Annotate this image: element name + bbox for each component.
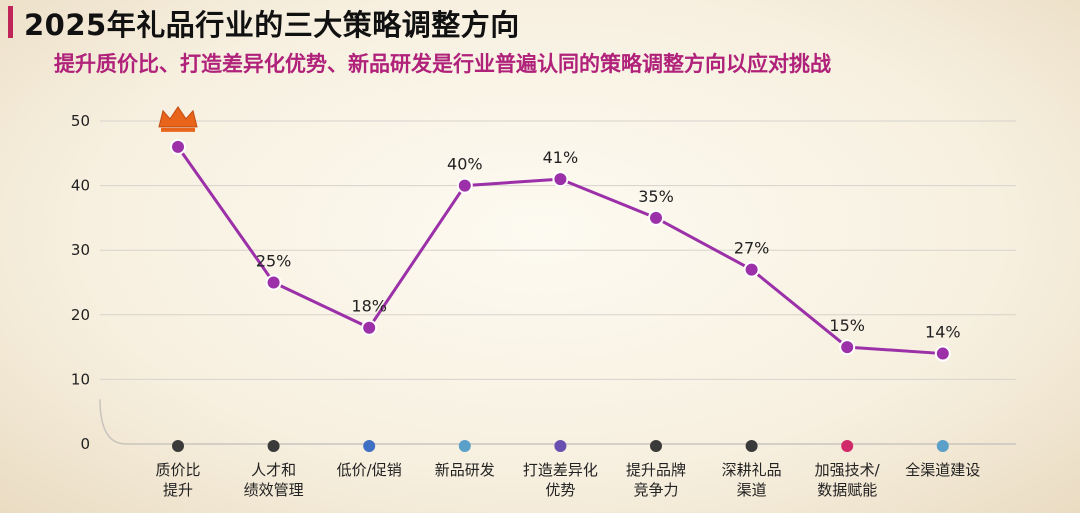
crown-base — [161, 127, 195, 132]
x-tick-label: 质价比 — [155, 461, 200, 479]
category-dot — [650, 440, 662, 452]
y-tick-label: 0 — [80, 435, 90, 453]
category-dot — [458, 440, 471, 452]
title-accent-bar — [8, 6, 13, 38]
data-label: 14% — [925, 323, 961, 342]
data-point — [170, 138, 186, 155]
y-tick-label: 50 — [71, 112, 90, 130]
x-tick-label: 提升品牌 — [626, 461, 686, 479]
x-tick-label: 数据赋能 — [817, 481, 877, 499]
data-point — [839, 339, 856, 356]
data-point — [456, 177, 473, 194]
page-subtitle: 提升质价比、打造差异化优势、新品研发是行业普遍认同的策略调整方向以应对挑战 — [54, 52, 831, 76]
x-tick-label: 打造差异化 — [523, 461, 598, 479]
x-tick-label: 新品研发 — [435, 461, 495, 479]
category-dot — [267, 440, 280, 452]
data-label: 15% — [829, 316, 865, 335]
category-dot — [841, 440, 854, 452]
x-tick-label: 竞争力 — [633, 481, 678, 499]
category-dot — [172, 440, 184, 452]
x-tick-label: 渠道 — [737, 481, 767, 499]
data-point — [743, 261, 760, 278]
x-tick-label: 全渠道建设 — [905, 461, 980, 479]
category-dot — [554, 440, 567, 452]
category-dot — [363, 440, 376, 452]
y-tick-label: 40 — [71, 177, 90, 195]
data-label: 27% — [734, 239, 770, 258]
data-label: 25% — [256, 252, 292, 271]
data-point — [552, 171, 569, 188]
crown-icon — [158, 105, 198, 128]
x-tick-label: 人才和 — [251, 461, 296, 479]
data-label: 18% — [351, 297, 387, 316]
x-tick-label: 深耕礼品 — [722, 461, 782, 479]
category-dot — [745, 440, 758, 452]
data-label: 41% — [543, 148, 579, 167]
category-dot — [936, 440, 949, 452]
data-label: 40% — [447, 155, 483, 174]
y-tick-label: 10 — [71, 370, 90, 388]
x-axis-baseline — [99, 399, 1016, 445]
data-point — [648, 209, 664, 226]
x-tick-label: 绩效管理 — [244, 481, 304, 499]
x-tick-label: 提升 — [163, 481, 193, 499]
data-point — [265, 274, 282, 291]
page-title: 2025年礼品行业的三大策略调整方向 — [24, 8, 520, 42]
x-tick-label: 低价/促销 — [337, 461, 402, 479]
data-point — [361, 319, 378, 336]
x-tick-label: 加强技术/ — [815, 461, 881, 479]
data-label: 35% — [638, 187, 674, 206]
y-tick-label: 30 — [71, 241, 90, 259]
x-tick-label: 优势 — [545, 481, 575, 499]
y-tick-label: 20 — [71, 306, 90, 324]
data-point — [934, 345, 951, 362]
